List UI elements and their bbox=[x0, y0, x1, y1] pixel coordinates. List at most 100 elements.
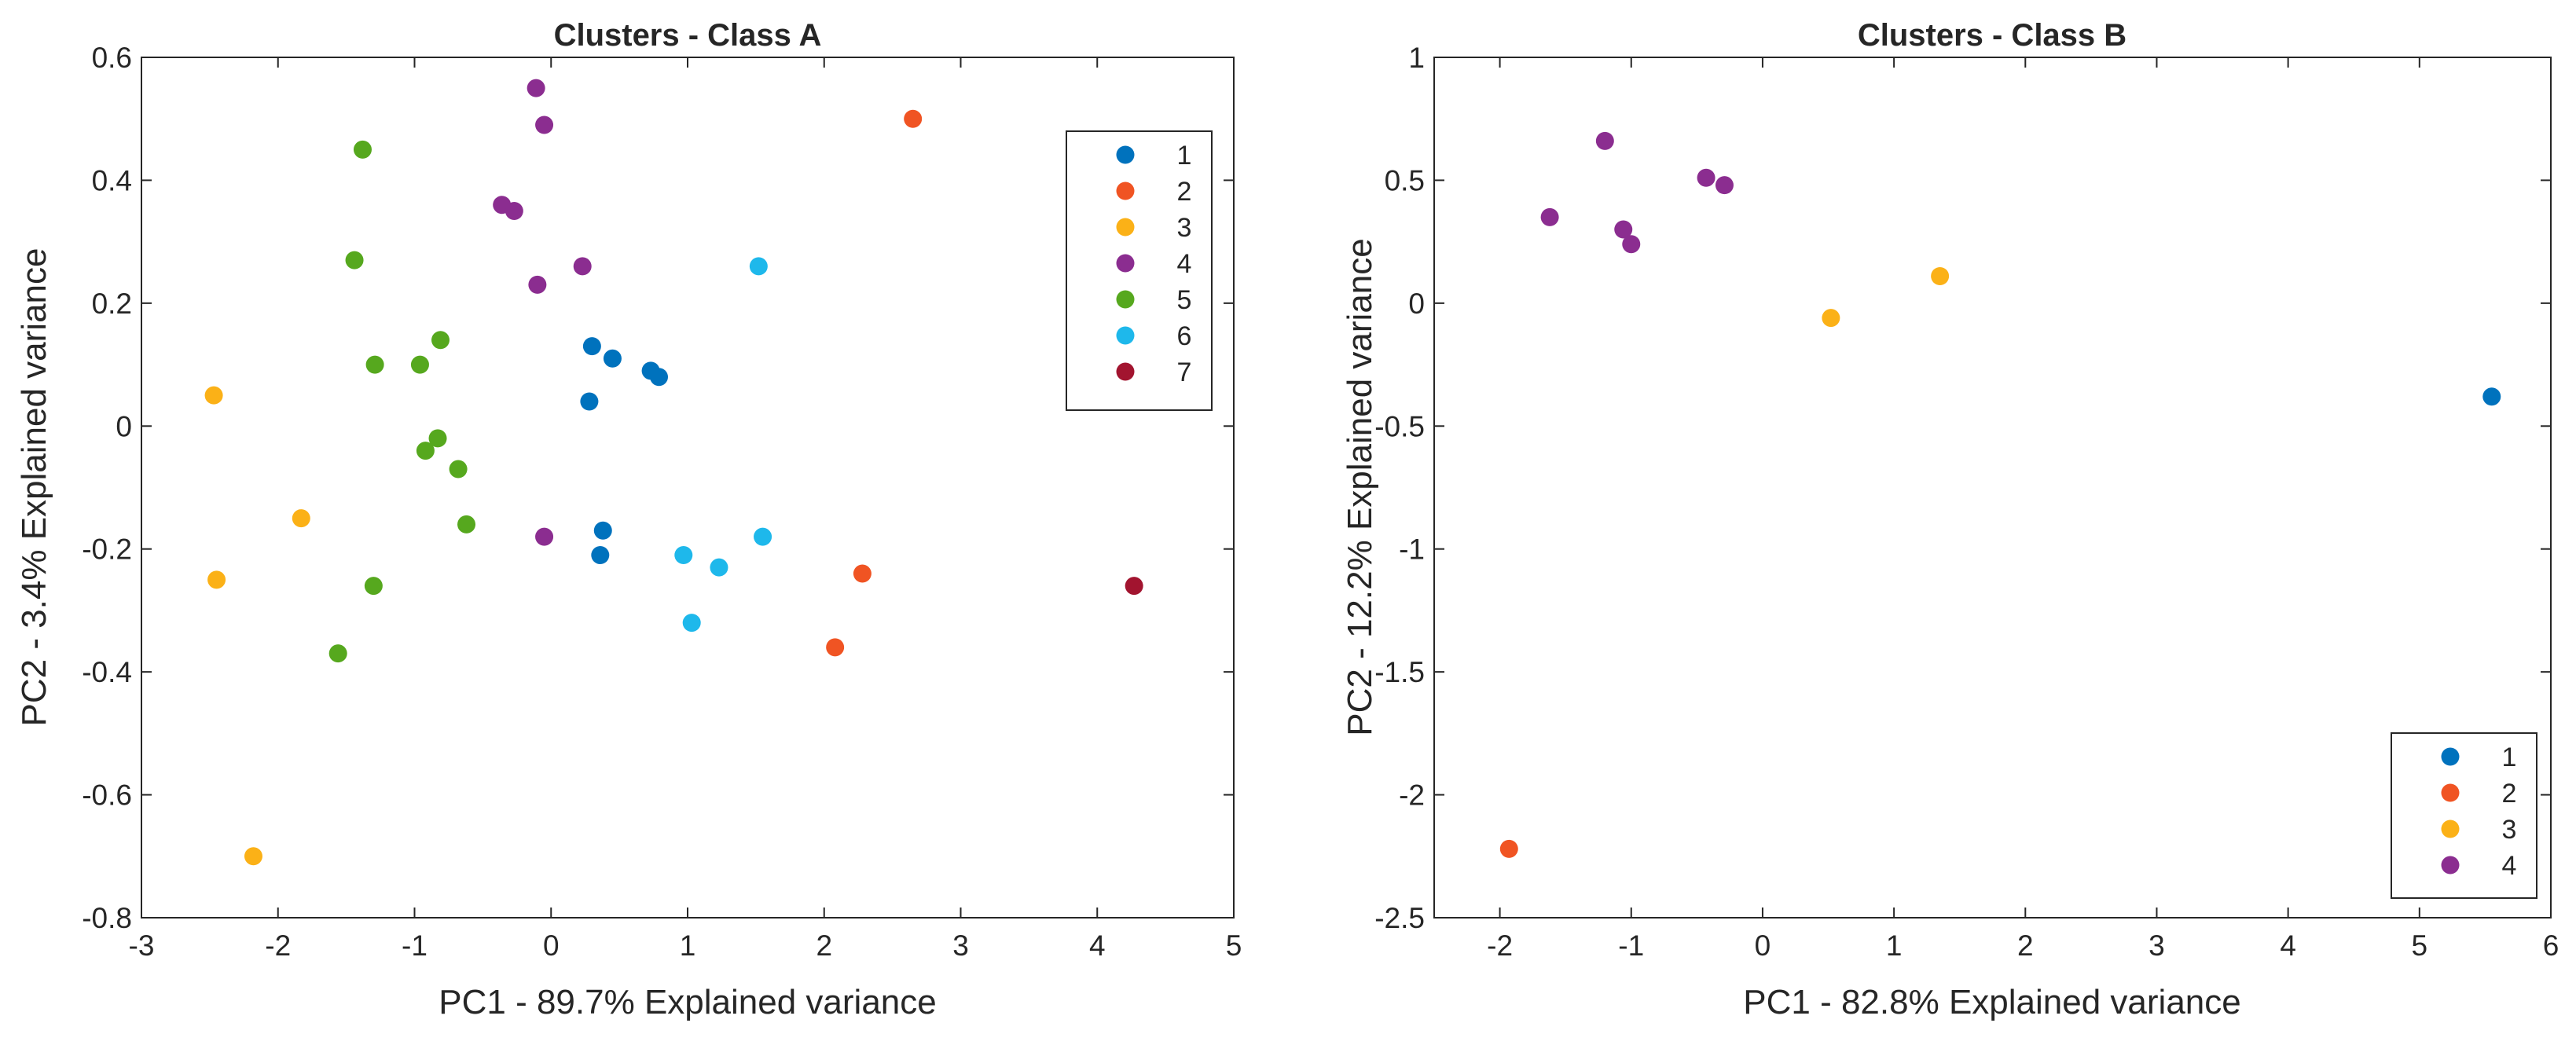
x-tick-label: 2 bbox=[816, 930, 832, 962]
point-cluster-4 bbox=[1540, 207, 1559, 226]
point-cluster-4 bbox=[535, 527, 554, 546]
y-tick-label: 0.4 bbox=[92, 164, 132, 196]
point-cluster-5 bbox=[345, 251, 364, 270]
point-cluster-1 bbox=[603, 349, 622, 368]
y-tick-label: -2 bbox=[1399, 779, 1425, 812]
legend-label-2: 2 bbox=[1177, 177, 1192, 207]
legend-marker-6 bbox=[1116, 326, 1135, 345]
point-cluster-5 bbox=[428, 429, 447, 448]
point-cluster-5 bbox=[365, 355, 384, 374]
point-cluster-4 bbox=[1595, 131, 1614, 150]
x-tick-label: 0 bbox=[543, 930, 560, 962]
y-axis-label: PC2 - 12.2% Explained variance bbox=[1341, 238, 1379, 735]
x-axis-label: PC1 - 82.8% Explained variance bbox=[1743, 983, 2240, 1021]
plot-frame bbox=[1433, 57, 2552, 918]
legend-label-5: 5 bbox=[1177, 285, 1192, 315]
point-cluster-4 bbox=[505, 202, 523, 221]
point-cluster-4 bbox=[527, 79, 545, 97]
point-cluster-2 bbox=[826, 638, 845, 657]
point-cluster-3 bbox=[207, 570, 226, 589]
legend-marker-2 bbox=[2441, 783, 2460, 802]
legend-label-4: 4 bbox=[1177, 249, 1192, 279]
y-tick-label: 0.2 bbox=[92, 288, 132, 320]
point-cluster-5 bbox=[353, 140, 372, 159]
x-tick-label: 6 bbox=[2543, 930, 2559, 962]
point-cluster-1 bbox=[2482, 387, 2501, 406]
point-cluster-2 bbox=[904, 109, 923, 128]
point-cluster-4 bbox=[1715, 176, 1734, 195]
legend-marker-3 bbox=[2441, 820, 2460, 838]
legend-marker-1 bbox=[1116, 145, 1135, 164]
plot-area bbox=[141, 57, 1234, 918]
point-cluster-1 bbox=[591, 546, 610, 565]
legend-marker-4 bbox=[1116, 254, 1135, 273]
x-tick-label: 4 bbox=[2280, 930, 2296, 962]
y-tick-label: 0.6 bbox=[92, 42, 132, 74]
legend-box bbox=[2391, 732, 2537, 899]
point-cluster-4 bbox=[1614, 220, 1633, 239]
y-tick-label: -0.6 bbox=[82, 779, 132, 812]
legend-label-4: 4 bbox=[2502, 851, 2517, 881]
legend-marker-4 bbox=[2441, 856, 2460, 874]
x-tick-label: 3 bbox=[952, 930, 969, 962]
legend-marker-5 bbox=[1116, 290, 1135, 309]
point-cluster-4 bbox=[573, 257, 592, 276]
y-tick-label: -1.5 bbox=[1374, 656, 1425, 688]
y-axis-label: PC2 - 3.4% Explained variance bbox=[15, 248, 53, 727]
plot-frame bbox=[141, 57, 1235, 918]
point-cluster-3 bbox=[1822, 309, 1840, 328]
point-cluster-6 bbox=[754, 527, 772, 546]
plot-area bbox=[1434, 57, 2551, 918]
x-tick-label: 5 bbox=[2412, 930, 2428, 962]
point-cluster-6 bbox=[674, 546, 693, 565]
legend-label-6: 6 bbox=[1177, 321, 1192, 351]
y-tick-label: -2.5 bbox=[1374, 902, 1425, 934]
chart-class-a: -3 -2 -1 0 1 2 3 4 5 -0.8 -0.6 -0.4 -0.2 0 0.2 0.4 0.6 C… bbox=[15, 18, 1242, 1021]
point-cluster-5 bbox=[364, 577, 383, 596]
y-tick-label: 1 bbox=[1408, 42, 1425, 74]
point-cluster-1 bbox=[580, 392, 599, 411]
x-tick-label: 1 bbox=[680, 930, 696, 962]
legend-marker-7 bbox=[1116, 362, 1135, 381]
chart-title: Clusters - Class B bbox=[1858, 18, 2126, 53]
point-cluster-6 bbox=[749, 257, 768, 276]
x-tick-label: 5 bbox=[1226, 930, 1242, 962]
y-tick-label: -1 bbox=[1399, 534, 1425, 566]
chart-title: Clusters - Class A bbox=[554, 18, 822, 53]
point-cluster-2 bbox=[1499, 839, 1518, 858]
point-cluster-3 bbox=[292, 509, 310, 528]
x-axis-label: PC1 - 89.7% Explained variance bbox=[439, 983, 936, 1021]
point-cluster-1 bbox=[593, 521, 612, 540]
point-cluster-5 bbox=[431, 331, 450, 350]
legend-label-1: 1 bbox=[2502, 742, 2517, 772]
x-tick-label: 1 bbox=[1886, 930, 1903, 962]
point-cluster-3 bbox=[244, 847, 262, 866]
legend-label-7: 7 bbox=[1177, 358, 1192, 387]
legend-label-3: 3 bbox=[1177, 213, 1192, 243]
point-cluster-4 bbox=[1697, 168, 1715, 187]
x-tick-label: -1 bbox=[402, 930, 427, 962]
point-cluster-5 bbox=[449, 460, 468, 478]
point-cluster-1 bbox=[582, 337, 601, 356]
point-cluster-7 bbox=[1125, 577, 1143, 596]
point-cluster-5 bbox=[328, 644, 347, 663]
x-tick-label: 0 bbox=[1755, 930, 1771, 962]
point-cluster-1 bbox=[650, 368, 669, 387]
y-tick-label: -0.8 bbox=[82, 902, 132, 934]
y-tick-label: -0.4 bbox=[82, 656, 132, 688]
legend-label-1: 1 bbox=[1177, 141, 1192, 170]
point-cluster-3 bbox=[204, 386, 223, 405]
x-tick-label: -2 bbox=[265, 930, 291, 962]
point-cluster-4 bbox=[1622, 235, 1641, 254]
legend-label-2: 2 bbox=[2502, 779, 2517, 808]
point-cluster-4 bbox=[528, 275, 547, 294]
y-tick-label: 0.5 bbox=[1385, 164, 1425, 196]
point-cluster-2 bbox=[853, 564, 872, 583]
point-cluster-3 bbox=[1931, 266, 1950, 285]
legend: 1 2 3 4 bbox=[2391, 732, 2537, 899]
x-tick-label: -2 bbox=[1487, 930, 1513, 962]
y-tick-label: -0.2 bbox=[82, 534, 132, 566]
point-cluster-5 bbox=[416, 442, 435, 460]
x-tick-label: 2 bbox=[2017, 930, 2034, 962]
point-cluster-5 bbox=[457, 515, 476, 534]
